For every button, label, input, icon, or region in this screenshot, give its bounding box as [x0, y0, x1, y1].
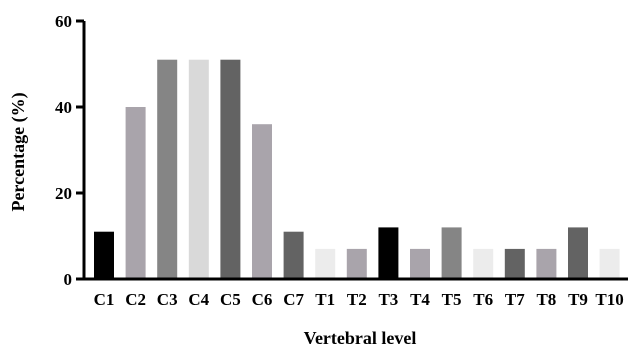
x-tick-label-c1: C1 [94, 290, 115, 309]
bar-c6 [252, 124, 272, 279]
x-tick-label-t9: T9 [568, 290, 588, 309]
x-tick-label-t8: T8 [536, 290, 556, 309]
bar-t5 [441, 227, 462, 279]
x-tick-label-t3: T3 [378, 290, 398, 309]
bar-c3 [157, 59, 178, 280]
bar-t9 [568, 227, 588, 279]
x-tick-label-t1: T1 [315, 290, 335, 309]
bar-t8 [536, 248, 557, 279]
bar-t1 [315, 248, 336, 279]
x-tick-label-t2: T2 [347, 290, 367, 309]
plot-area: C1 C2 C3 C4 C5 C6 C7 T1 T2 T3 T4 T5 T6 T7 T8 T9 T10 0 20 40… [55, 12, 628, 309]
bar-c4 [188, 59, 209, 280]
x-tick-label-t7: T7 [505, 290, 525, 309]
bar-t6 [473, 248, 494, 279]
x-tick-label-c7: C7 [283, 290, 304, 309]
bar-t10 [599, 248, 620, 279]
bar-t3 [378, 227, 399, 279]
y-tick-label-40: 40 [55, 98, 72, 117]
y-tick-label-20: 20 [55, 184, 72, 203]
bar-c7 [283, 231, 304, 279]
y-tick-label-0: 0 [64, 270, 73, 289]
x-tick-label-t10: T10 [595, 290, 623, 309]
bar-c2 [125, 107, 146, 279]
x-tick-label-c6: C6 [252, 290, 273, 309]
y-tick-label-60: 60 [55, 12, 72, 31]
x-tick-label-t6: T6 [473, 290, 493, 309]
bar-t4 [410, 248, 430, 279]
bar-t7 [504, 248, 525, 279]
x-tick-label-t5: T5 [442, 290, 462, 309]
bar-c5 [220, 59, 241, 280]
x-tick-label-t4: T4 [410, 290, 430, 309]
x-tick-label-c3: C3 [157, 290, 178, 309]
x-axis-title: Vertebral level [304, 328, 417, 348]
y-axis-title: Percentage (%) [8, 92, 29, 211]
x-tick-label-c5: C5 [220, 290, 241, 309]
bar-c1 [94, 231, 114, 279]
x-tick-label-c4: C4 [188, 290, 209, 309]
bar-t2 [346, 248, 367, 279]
x-tick-label-c2: C2 [125, 290, 146, 309]
